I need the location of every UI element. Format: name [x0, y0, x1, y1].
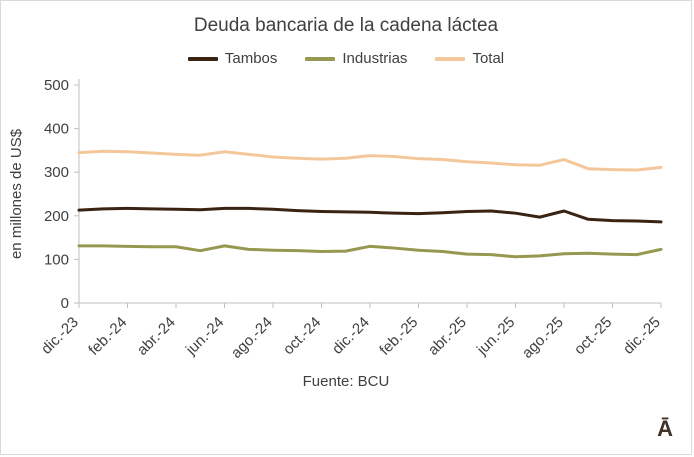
legend-label-total: Total [472, 50, 505, 67]
legend-item-tambos: Tambos [187, 50, 278, 67]
chart-line-tambos [77, 206, 663, 224]
x-tick-label: abr.-25 [425, 314, 470, 359]
x-tick-label: ago.-25 [519, 314, 567, 362]
y-tick-label: 300 [44, 164, 69, 181]
y-tick-label: 500 [44, 77, 69, 94]
legend-item-industrias: Industrias [305, 50, 407, 67]
x-tick-label: dic.-23 [38, 314, 82, 358]
x-tick-label: jun.-24 [182, 314, 227, 359]
legend-swatch-industrias [305, 56, 336, 61]
legend-swatch-total [435, 56, 466, 61]
y-tick-label: 100 [44, 251, 69, 268]
y-tick-label: 400 [44, 121, 69, 138]
legend-swatch-tambos [187, 56, 218, 61]
chart-line-industrias [77, 244, 663, 259]
brand-logo: Ā [657, 416, 673, 441]
x-tick-label: oct.-24 [280, 314, 324, 358]
x-tick-label: oct.-25 [571, 314, 615, 358]
x-tick-label: jun.-25 [473, 314, 518, 359]
x-tick-label: feb.-25 [376, 314, 421, 359]
y-tick-label: 0 [61, 295, 69, 312]
legend-label-industrias: Industrias [342, 50, 408, 67]
y-axis-title: en millones de US$ [8, 128, 25, 259]
x-tick-label: abr.-24 [134, 314, 179, 359]
legend: Tambos Industrias Total [1, 50, 691, 67]
chart-line-total [77, 149, 663, 172]
x-tick-label: dic.-25 [620, 314, 664, 358]
legend-label-tambos: Tambos [224, 50, 278, 67]
x-tick-label: dic.-24 [329, 314, 373, 358]
y-tick-label: 200 [44, 208, 69, 225]
x-tick-label: feb.-24 [85, 314, 130, 359]
source-note: Fuente: BCU [302, 373, 390, 390]
chart-title: Deuda bancaria de la cadena láctea [193, 15, 499, 36]
legend-item-total: Total [435, 50, 504, 67]
x-tick-label: ago.-24 [228, 314, 276, 362]
